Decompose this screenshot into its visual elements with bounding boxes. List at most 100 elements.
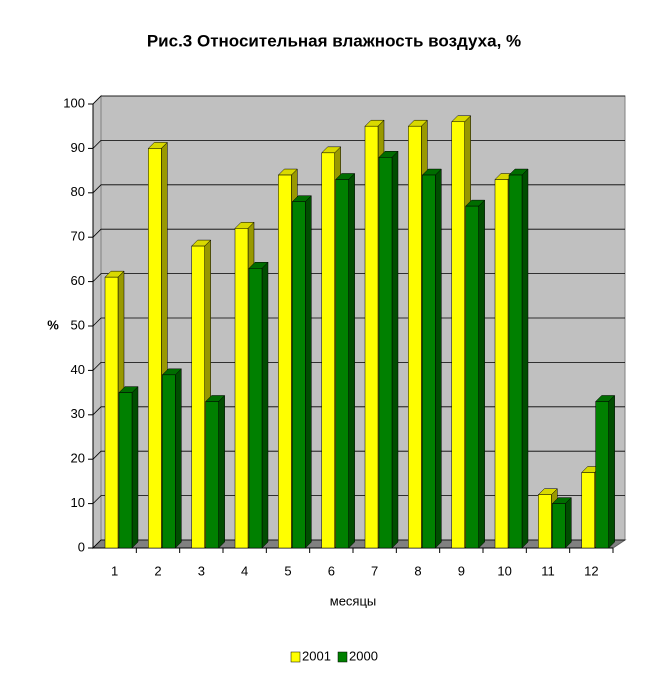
bar-front: [248, 268, 263, 549]
bar-side: [391, 150, 399, 549]
bar-front: [552, 503, 566, 549]
y-tick-label: 40: [71, 362, 85, 377]
legend-label: 2001: [302, 648, 331, 663]
bar-side: [305, 195, 312, 549]
bar: [248, 261, 269, 549]
bar-front: [508, 174, 523, 549]
bar-front: [118, 392, 133, 549]
bar-side: [218, 394, 225, 549]
grid-segment: [92, 317, 625, 327]
bar-front: [422, 174, 436, 549]
bar: [378, 150, 399, 549]
bar-front: [378, 157, 393, 549]
grid-line: [92, 406, 625, 416]
legend-swatch: [337, 651, 348, 663]
grid-segment: [92, 361, 625, 371]
bar-front: [494, 179, 509, 549]
chart-title: Рис.3 Относительная влажность воздуха, %: [147, 31, 521, 50]
bar-front: [191, 245, 205, 549]
y-tick-label: 90: [71, 140, 85, 155]
bar-side: [348, 172, 355, 549]
bar-front: [321, 152, 335, 549]
x-tick-label: 11: [541, 563, 555, 578]
bar-front: [538, 494, 552, 549]
bar: [421, 168, 442, 549]
bar-front: [104, 276, 119, 549]
grid-segment: [92, 139, 625, 149]
bar-front: [581, 472, 595, 549]
y-tick-label: 30: [71, 406, 85, 421]
bar: [205, 394, 226, 549]
grid-segment: [92, 450, 625, 460]
bar-front: [595, 401, 609, 549]
bar: [551, 496, 572, 549]
grid-line: [92, 495, 625, 504]
grid-segment: [92, 406, 625, 416]
bar: [595, 394, 616, 549]
y-tick-label: 100: [63, 95, 85, 110]
y-tick-label: 70: [71, 229, 85, 244]
x-axis-label: месяцы: [330, 593, 377, 608]
bar-front: [408, 125, 422, 549]
x-tick-label: 10: [497, 563, 511, 578]
legend-label: 2000: [349, 648, 378, 663]
bar-front: [278, 174, 292, 549]
x-tick-label: 12: [584, 563, 598, 578]
x-tick-label: 2: [154, 563, 161, 578]
bar-side: [175, 368, 182, 549]
grid-segment: [92, 95, 625, 105]
bar: [118, 385, 139, 549]
grid-segment: [92, 228, 625, 238]
grid-line: [92, 95, 625, 105]
legend-swatch: [290, 651, 301, 663]
bar-side: [435, 168, 442, 549]
bar-side: [521, 168, 529, 549]
x-tick-label: 5: [284, 563, 291, 578]
bar-side: [478, 199, 485, 549]
x-tick-label: 3: [198, 563, 205, 578]
y-tick-label: 80: [71, 184, 85, 199]
bar: [291, 195, 312, 549]
grid-line: [92, 228, 625, 238]
grid-line: [92, 184, 625, 194]
x-tick-label: 8: [414, 563, 421, 578]
grid-segment: [92, 495, 625, 504]
x-tick-label: 4: [241, 563, 248, 578]
bar-front: [451, 121, 465, 549]
bar-front: [292, 201, 306, 549]
bar-front: [234, 228, 249, 549]
bar: [465, 199, 486, 549]
x-tick-label: 9: [458, 563, 465, 578]
bar: [161, 368, 182, 549]
x-tick-label: 1: [111, 563, 118, 578]
grid-line: [92, 273, 625, 282]
y-tick-label: 0: [78, 539, 85, 554]
grid-line: [92, 361, 625, 371]
y-axis-label: %: [47, 317, 59, 332]
bar-front: [465, 205, 479, 549]
x-tick-label: 6: [328, 563, 335, 578]
y-tick-label: 60: [71, 273, 85, 288]
bar: [335, 172, 356, 549]
y-tick-label: 10: [71, 495, 85, 510]
bar-side: [131, 385, 139, 549]
grid-line: [92, 450, 625, 460]
bar-side: [261, 261, 269, 549]
bar: [508, 168, 529, 549]
bar-front: [148, 148, 162, 549]
y-tick-label: 50: [71, 317, 85, 332]
x-tick-label: 7: [371, 563, 378, 578]
bar-front: [364, 125, 379, 549]
grid-segment: [92, 273, 625, 282]
grid-segment: [92, 539, 625, 549]
bar-side: [565, 496, 572, 549]
grid-line: [92, 139, 625, 149]
grid-line: [92, 317, 625, 327]
grid-line: [92, 539, 625, 549]
bar-front: [162, 374, 176, 549]
grid-segment: [92, 184, 625, 194]
bar-front: [335, 179, 349, 549]
bar-front: [205, 401, 219, 549]
y-tick-label: 20: [71, 451, 85, 466]
